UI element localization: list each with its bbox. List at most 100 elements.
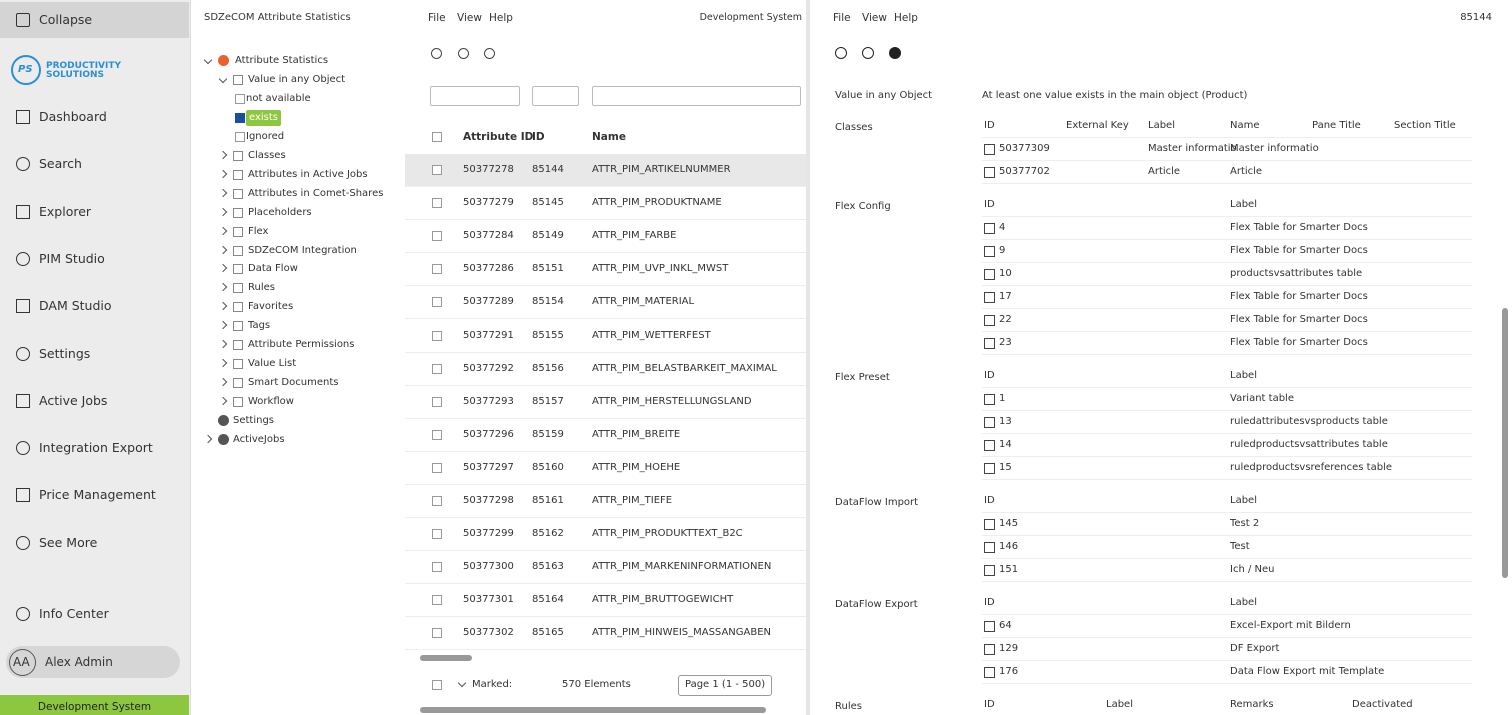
nav-item[interactable]: Search [39, 156, 82, 172]
tree-node[interactable]: exists [246, 109, 282, 126]
table-cell[interactable]: ATTR_PIM_PRODUKTNAME [592, 197, 722, 209]
tree-node[interactable]: Tags [248, 320, 271, 332]
table-cell[interactable]: 50377297 [463, 461, 514, 473]
table-cell[interactable]: 85165 [532, 627, 564, 639]
table-cell[interactable]: 50377302 [463, 627, 514, 639]
nav-item[interactable]: Price Management [39, 487, 156, 503]
tree-node[interactable]: SDZeCOM Integration [248, 244, 357, 256]
table-cell[interactable]: Flex Table for Smarter Docs [1230, 337, 1368, 348]
table-cell[interactable]: 50377278 [463, 164, 514, 175]
tree-node[interactable]: Data Flow [248, 263, 298, 275]
table-cell[interactable]: 176 [999, 666, 1019, 677]
table-cell[interactable]: Data Flow Export mit Template [1230, 666, 1385, 677]
tree-node[interactable]: Smart Documents [248, 377, 339, 389]
table-cell[interactable]: 22 [999, 314, 1012, 325]
menu-item[interactable]: File [428, 12, 446, 24]
table-cell[interactable]: 14 [999, 439, 1012, 450]
pager[interactable]: Page 1 (1 - 500) [685, 679, 766, 690]
table-cell[interactable]: 50377300 [463, 561, 514, 573]
tree-node[interactable]: Rules [248, 282, 275, 294]
table-cell[interactable]: 85163 [532, 561, 564, 573]
table-cell[interactable]: ATTR_PIM_BREITE [592, 428, 681, 440]
table-cell[interactable]: ATTR_PIM_BELASTBARKEIT_MAXIMAL [592, 362, 777, 374]
table-cell[interactable]: 13 [999, 416, 1012, 427]
nav-item[interactable]: Integration Export [39, 440, 153, 456]
menu-item[interactable]: Help [894, 12, 918, 24]
table-cell[interactable]: 85144 [532, 164, 564, 175]
table-cell[interactable]: Test [1230, 541, 1250, 552]
tree-node[interactable]: Placeholders [248, 206, 312, 218]
table-cell[interactable]: 85157 [532, 395, 564, 407]
table-cell[interactable]: Master informatio [1148, 143, 1237, 154]
tree-node[interactable]: Settings [233, 415, 275, 427]
nav-item[interactable]: Settings [39, 345, 91, 361]
table-cell[interactable]: ATTR_PIM_FARBE [592, 230, 677, 242]
table-cell[interactable]: 50377284 [463, 230, 514, 242]
table-cell[interactable]: 85155 [532, 329, 564, 341]
table-cell[interactable]: 50377296 [463, 428, 514, 440]
table-cell[interactable]: Flex Table for Smarter Docs [1230, 245, 1368, 256]
nav-item[interactable]: Explorer [39, 203, 92, 219]
nav-item[interactable]: Info Center [39, 606, 109, 621]
table-cell[interactable]: DF Export [1230, 643, 1280, 654]
nav-item[interactable]: Dashboard [39, 109, 107, 124]
table-cell[interactable]: 151 [999, 564, 1019, 575]
table-cell[interactable]: 50377291 [463, 329, 514, 341]
table-cell[interactable]: 50377289 [463, 296, 514, 308]
table-cell[interactable]: Excel-Export mit Bildern [1230, 620, 1351, 631]
table-cell[interactable]: 50377293 [463, 395, 514, 407]
menu-item[interactable]: View [457, 12, 482, 24]
table-cell[interactable]: 10 [999, 268, 1012, 279]
menu-item[interactable]: View [862, 12, 887, 24]
table-cell[interactable]: ruledproductsvsattributes table [1230, 439, 1388, 450]
table-cell[interactable]: Flex Table for Smarter Docs [1230, 314, 1368, 325]
table-cell[interactable]: 50377299 [463, 528, 514, 540]
table-cell[interactable]: 17 [999, 291, 1012, 302]
table-cell[interactable]: ATTR_PIM_MATERIAL [592, 296, 695, 308]
table-cell[interactable]: 50377292 [463, 362, 514, 374]
table-cell[interactable]: Flex Table for Smarter Docs [1230, 222, 1368, 233]
table-cell[interactable]: ATTR_PIM_WETTERFEST [592, 329, 711, 341]
nav-item[interactable]: See More [39, 534, 98, 550]
tree-node[interactable]: ActiveJobs [233, 434, 285, 445]
menu-item[interactable]: Help [489, 12, 513, 24]
table-cell[interactable]: Article [1230, 166, 1263, 177]
table-cell[interactable]: ATTR_PIM_UVP_INKL_MWST [592, 263, 729, 275]
table-cell[interactable]: 85154 [532, 296, 564, 308]
table-cell[interactable]: ATTR_PIM_BRUTTOGEWICHT [592, 594, 734, 606]
nav-item[interactable]: DAM Studio [39, 298, 112, 314]
table-cell[interactable]: 50377298 [463, 495, 514, 506]
table-cell[interactable]: 50377702 [999, 166, 1050, 177]
table-cell[interactable]: ATTR_PIM_TIEFE [592, 495, 673, 506]
tree-node[interactable]: Favorites [248, 301, 294, 313]
table-cell[interactable]: 85160 [532, 461, 564, 473]
table-cell[interactable]: 146 [999, 541, 1019, 552]
table-cell[interactable]: 129 [999, 643, 1019, 654]
table-cell[interactable]: 145 [999, 518, 1019, 529]
table-cell[interactable]: ATTR_PIM_MARKENINFORMATIONEN [592, 561, 772, 573]
tree-node[interactable]: Attributes in Comet-Shares [248, 187, 384, 199]
tree-node[interactable]: Flex [248, 225, 269, 237]
table-cell[interactable]: Variant table [1230, 393, 1294, 404]
table-cell[interactable]: 85151 [532, 263, 564, 275]
table-cell[interactable]: 64 [999, 620, 1012, 631]
table-cell[interactable]: productsvsattributes table [1230, 268, 1363, 279]
table-cell[interactable]: 85162 [532, 528, 564, 540]
tree-node[interactable]: Workflow [248, 396, 294, 408]
collapse-button[interactable]: Collapse [39, 12, 93, 27]
table-cell[interactable]: 50377279 [463, 197, 514, 209]
table-cell[interactable]: ATTR_PIM_ARTIKELNUMMER [592, 164, 731, 175]
tree-node[interactable]: Ignored [246, 130, 285, 142]
table-cell[interactable]: 50377309 [999, 143, 1050, 154]
nav-item[interactable]: Active Jobs [39, 392, 108, 408]
menu-item[interactable]: File [833, 12, 851, 24]
table-cell[interactable]: Article [1148, 166, 1181, 177]
tree-node[interactable]: Attributes in Active Jobs [248, 168, 368, 180]
table-cell[interactable]: Flex Table for Smarter Docs [1230, 291, 1368, 302]
table-cell[interactable]: 85145 [532, 197, 564, 209]
tree-node[interactable]: Classes [248, 149, 286, 161]
table-cell[interactable]: ATTR_PIM_HINWEIS_MASSANGABEN [592, 627, 772, 639]
table-cell[interactable]: ATTR_PIM_HOEHE [592, 461, 681, 473]
table-cell[interactable]: 4 [999, 222, 1006, 233]
table-cell[interactable]: ruledproductsvsreferences table [1230, 462, 1392, 473]
